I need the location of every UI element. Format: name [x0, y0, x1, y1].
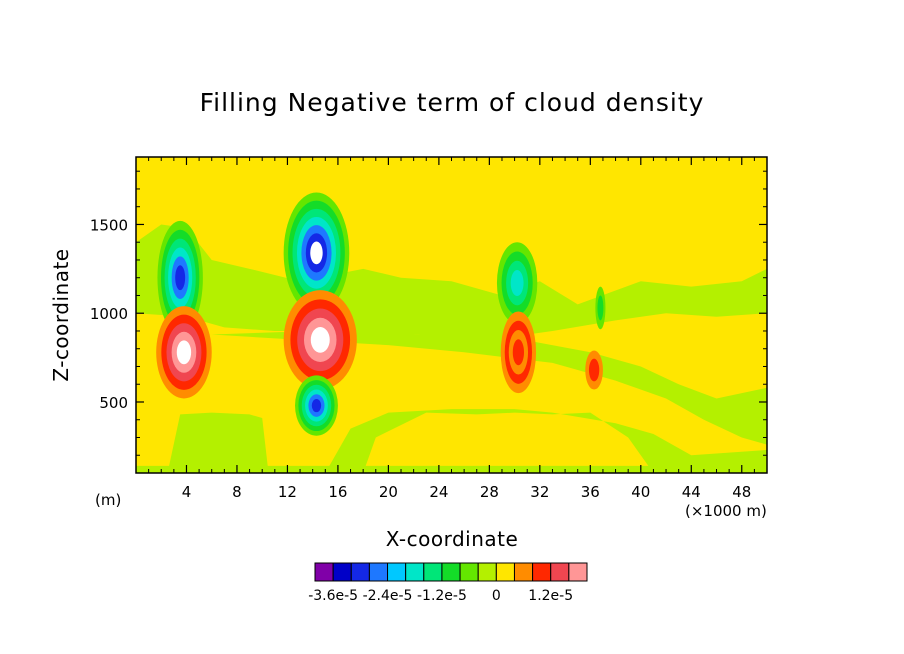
colorbar-swatch	[405, 562, 425, 582]
y-axis-ticks: 500 1000 1500	[90, 170, 767, 474]
colorbar-swatch	[387, 562, 407, 582]
contour-level	[512, 339, 525, 366]
contour-layer	[136, 192, 767, 473]
colorbar-swatch	[423, 562, 443, 582]
contour-level	[310, 241, 323, 265]
y-tick-label: 500	[99, 394, 128, 412]
colorbar-tick-label: -2.4e-5	[363, 588, 413, 604]
contour-level	[510, 270, 524, 297]
x-tick-label: 24	[429, 483, 448, 501]
colorbar-swatch	[532, 562, 552, 582]
colorbar-swatch	[495, 562, 515, 582]
colorbar-tick-label: -3.6e-5	[308, 588, 358, 604]
x-unit-left: (m)	[95, 491, 121, 509]
x-tick-label: 40	[631, 483, 650, 501]
colorbar-swatch	[568, 562, 588, 582]
colorbar-tick-label: -1.2e-5	[417, 588, 467, 604]
colorbar-swatch	[513, 562, 534, 582]
colorbar-swatch	[441, 562, 461, 582]
colorbar-swatch	[368, 562, 389, 582]
colorbar-tick-label: 1.2e-5	[528, 588, 573, 604]
x-tick-label: 32	[530, 483, 549, 501]
colorbar-swatch	[350, 562, 370, 582]
colorbar-swatch	[314, 562, 334, 582]
x-tick-label: 36	[581, 483, 600, 501]
x-tick-label: 48	[732, 483, 751, 501]
colorbar-tick-label: 0	[492, 588, 501, 604]
y-tick-label: 1000	[90, 305, 128, 323]
x-tick-label: 20	[379, 483, 398, 501]
x-tick-label: 4	[182, 483, 192, 501]
y-axis-label: Z-coordinate	[49, 248, 73, 381]
colorbar: -3.6e-5 -2.4e-5 -1.2e-5 0 1.2e-5	[308, 562, 588, 604]
contour-band	[211, 330, 767, 445]
colorbar-swatch	[477, 562, 497, 582]
contour-level	[310, 326, 330, 353]
contour-level	[311, 398, 322, 413]
x-axis-label: X-coordinate	[386, 527, 519, 551]
x-tick-label: 44	[682, 483, 701, 501]
chart-title: Filling Negative term of cloud density	[200, 88, 705, 117]
x-axis-ticks: 4 8 12 16 20 24 28 32 36 40 44 48	[148, 157, 755, 501]
contour-level	[588, 358, 600, 382]
x-tick-label: 12	[278, 483, 297, 501]
colorbar-swatch	[332, 562, 352, 582]
colorbar-swatch	[459, 562, 479, 582]
contour-level	[176, 340, 192, 365]
contour-level	[597, 295, 604, 321]
x-unit-right: (×1000 m)	[685, 502, 767, 520]
x-tick-label: 28	[480, 483, 499, 501]
x-tick-label: 8	[232, 483, 242, 501]
x-tick-label: 16	[328, 483, 347, 501]
y-tick-label: 1500	[90, 216, 128, 234]
contour-field	[136, 157, 767, 473]
contour-level	[175, 265, 186, 291]
colorbar-swatch	[550, 562, 570, 582]
contour-band	[136, 412, 269, 473]
contour-band	[325, 409, 767, 473]
